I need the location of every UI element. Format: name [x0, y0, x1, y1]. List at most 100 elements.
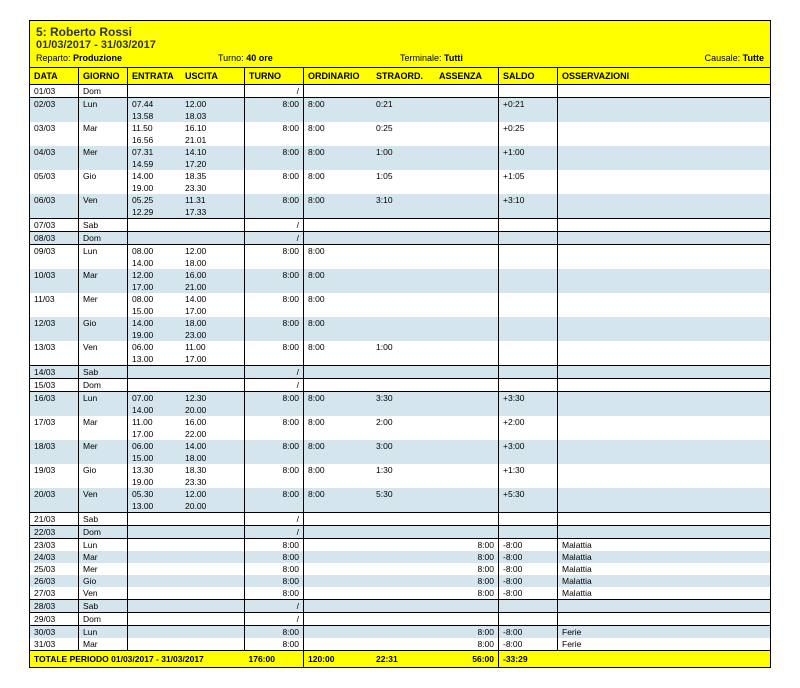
cell-assenza	[435, 379, 499, 392]
cell-data: 03/03	[30, 122, 79, 134]
total-turno: 176:00	[245, 651, 304, 668]
cell-ordinario: 8:00	[304, 317, 373, 329]
cell-saldo	[499, 245, 558, 258]
cell-ordinario: 8:00	[304, 98, 373, 111]
cell-data	[30, 404, 79, 416]
cell-uscita: 18.03	[181, 110, 245, 122]
cell-data: 29/03	[30, 613, 79, 626]
cell-straord: 0:21	[372, 98, 435, 111]
cell-assenza	[435, 513, 499, 526]
cell-ordinario	[304, 379, 373, 392]
cell-straord	[372, 245, 435, 258]
cell-ordinario	[304, 428, 373, 440]
cell-turno: 8:00	[245, 122, 304, 134]
cell-uscita: 23.30	[181, 182, 245, 194]
cell-assenza	[435, 317, 499, 329]
cell-data: 21/03	[30, 513, 79, 526]
cell-uscita: 11.31	[181, 194, 245, 206]
table-row: 16/03Lun07.0012.308:008:003:30+3:30	[30, 392, 770, 405]
cell-entrata	[128, 232, 182, 245]
cell-osservazioni	[558, 513, 771, 526]
cell-data	[30, 134, 79, 146]
cell-saldo	[499, 379, 558, 392]
cell-turno: 8:00	[245, 170, 304, 182]
cell-data: 28/03	[30, 600, 79, 613]
cell-saldo	[499, 329, 558, 341]
cell-saldo: +3:00	[499, 440, 558, 452]
cell-data: 19/03	[30, 464, 79, 476]
cell-assenza	[435, 613, 499, 626]
cell-uscita	[181, 626, 245, 639]
cell-uscita: 18.35	[181, 170, 245, 182]
cell-giorno: Gio	[79, 575, 128, 587]
cell-data	[30, 305, 79, 317]
cell-entrata: 13.30	[128, 464, 182, 476]
cell-data: 10/03	[30, 269, 79, 281]
cell-turno	[245, 305, 304, 317]
cell-data: 16/03	[30, 392, 79, 405]
cell-ordinario	[304, 158, 373, 170]
total-row: TOTALE PERIODO 01/03/2017 - 31/03/2017 1…	[30, 651, 770, 668]
cell-ordinario	[304, 257, 373, 269]
cell-data	[30, 329, 79, 341]
cell-osservazioni: Malattia	[558, 575, 771, 587]
cell-straord: 1:00	[372, 341, 435, 353]
cell-osservazioni	[558, 416, 771, 428]
cell-uscita: 23.30	[181, 476, 245, 488]
cell-straord	[372, 638, 435, 651]
cell-data	[30, 428, 79, 440]
cell-entrata	[128, 85, 182, 98]
cell-assenza	[435, 281, 499, 293]
cell-osservazioni	[558, 146, 771, 158]
cell-uscita	[181, 526, 245, 539]
cell-ordinario: 8:00	[304, 464, 373, 476]
cell-saldo	[499, 404, 558, 416]
cell-turno: /	[245, 613, 304, 626]
period-range: 01/03/2017 - 31/03/2017	[36, 39, 764, 51]
cell-uscita: 18.00	[181, 257, 245, 269]
timesheet-report: 5: Roberto Rossi 01/03/2017 - 31/03/2017…	[29, 20, 771, 668]
col-straord: STRAORD.	[372, 68, 435, 85]
cell-data: 17/03	[30, 416, 79, 428]
table-row: 19/03Gio13.3018.308:008:001:30+1:30	[30, 464, 770, 476]
cell-saldo	[499, 353, 558, 366]
cell-giorno	[79, 476, 128, 488]
cell-osservazioni	[558, 194, 771, 206]
cell-osservazioni: Malattia	[558, 539, 771, 552]
cell-giorno	[79, 257, 128, 269]
cell-saldo: -8:00	[499, 551, 558, 563]
cell-osservazioni	[558, 206, 771, 219]
table-row: 15/03Dom/	[30, 379, 770, 392]
cell-osservazioni	[558, 476, 771, 488]
cell-giorno: Mer	[79, 293, 128, 305]
cell-uscita: 17.33	[181, 206, 245, 219]
cell-straord	[372, 575, 435, 587]
cell-turno: 8:00	[245, 464, 304, 476]
cell-ordinario	[304, 305, 373, 317]
cell-turno: 8:00	[245, 392, 304, 405]
cell-uscita: 11.00	[181, 341, 245, 353]
cell-entrata: 07.31	[128, 146, 182, 158]
cell-saldo	[499, 366, 558, 379]
cell-assenza	[435, 366, 499, 379]
cell-ordinario	[304, 613, 373, 626]
cell-saldo: +3:30	[499, 392, 558, 405]
cell-saldo	[499, 219, 558, 232]
cell-saldo: +1:05	[499, 170, 558, 182]
cell-osservazioni	[558, 488, 771, 500]
cell-uscita	[181, 613, 245, 626]
cell-giorno: Ven	[79, 194, 128, 206]
table-row: 13.0017.00	[30, 353, 770, 366]
cell-uscita: 12.00	[181, 98, 245, 111]
table-row: 21/03Sab/	[30, 513, 770, 526]
cell-osservazioni	[558, 305, 771, 317]
causale-value: Tutte	[743, 53, 764, 63]
cell-data: 09/03	[30, 245, 79, 258]
cell-assenza	[435, 269, 499, 281]
cell-giorno	[79, 182, 128, 194]
cell-assenza	[435, 392, 499, 405]
cell-turno	[245, 182, 304, 194]
cell-ordinario	[304, 513, 373, 526]
cell-giorno: Mer	[79, 563, 128, 575]
cell-entrata: 08.00	[128, 293, 182, 305]
